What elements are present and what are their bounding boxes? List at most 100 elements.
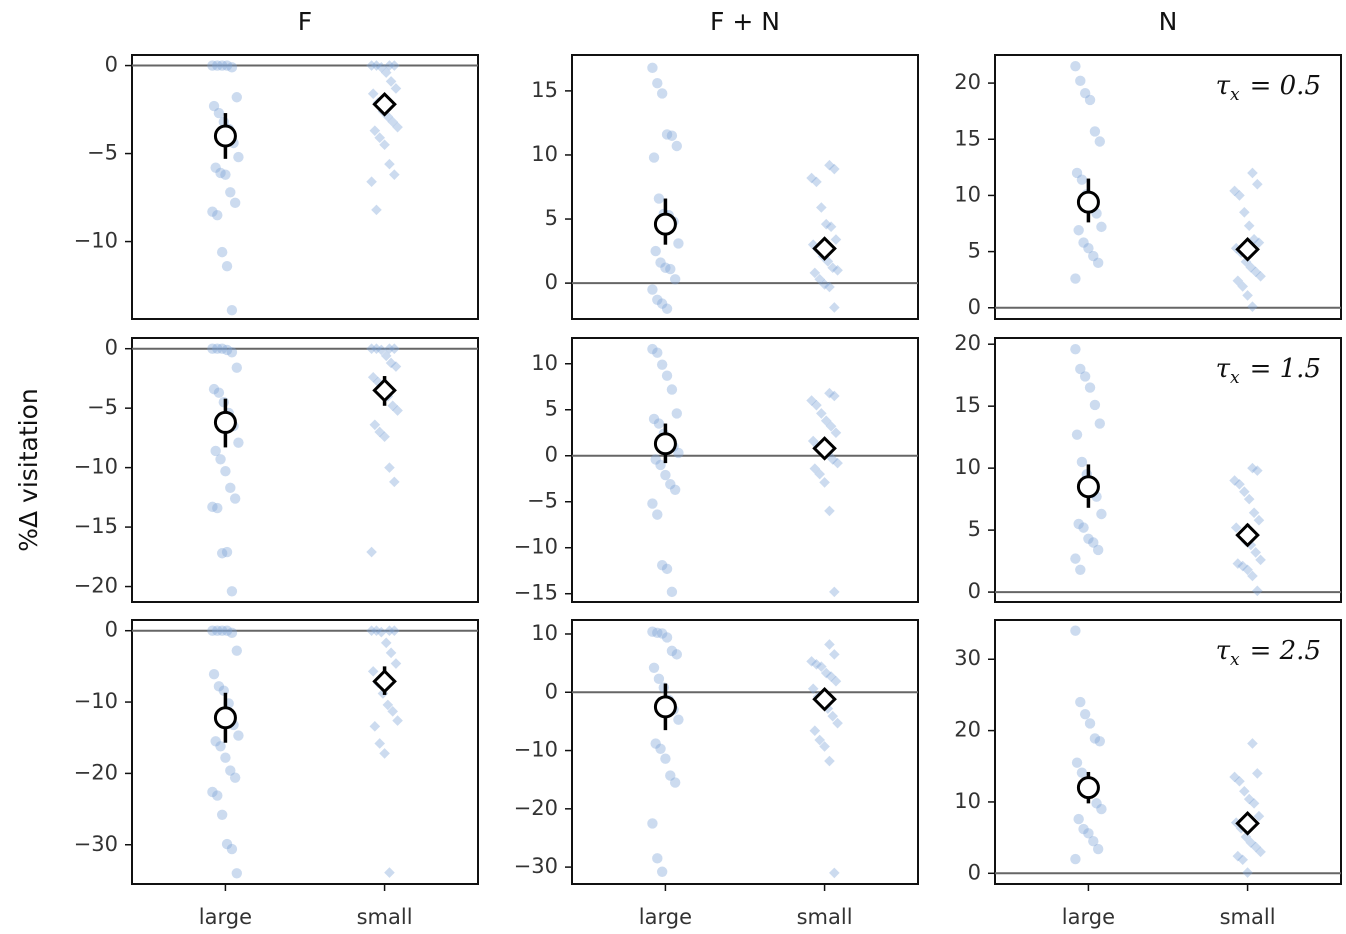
- point: [376, 344, 387, 356]
- point: [216, 60, 228, 71]
- point: [229, 197, 241, 209]
- point: [207, 501, 218, 513]
- point: [1070, 853, 1081, 865]
- point: [208, 669, 220, 680]
- point: [210, 445, 221, 457]
- point: [671, 140, 682, 152]
- point: [829, 302, 840, 313]
- x-tick-label: large: [1062, 905, 1115, 929]
- point: [226, 843, 238, 855]
- column-title: F: [298, 7, 312, 36]
- point: [212, 790, 223, 801]
- point: [1076, 456, 1088, 468]
- y-tick-label: −10: [74, 229, 118, 253]
- point: [226, 305, 238, 316]
- mean-marker: [812, 686, 837, 712]
- point: [1094, 136, 1105, 147]
- point: [665, 770, 676, 781]
- point: [648, 662, 660, 673]
- point: [809, 725, 821, 737]
- point: [216, 343, 228, 354]
- point: [371, 343, 382, 354]
- point: [650, 454, 661, 465]
- y-tick-label: 20: [954, 70, 981, 94]
- point: [233, 151, 244, 163]
- point: [233, 730, 244, 741]
- point: [231, 868, 242, 879]
- y-tick-label: −20: [74, 760, 118, 784]
- point: [207, 343, 218, 354]
- point: [661, 563, 673, 575]
- point: [1078, 823, 1089, 835]
- point: [1076, 767, 1088, 778]
- point: [207, 786, 218, 798]
- x-tick-label: small: [797, 905, 853, 929]
- mean-marker: [1076, 190, 1100, 214]
- point: [1073, 518, 1084, 530]
- point: [216, 548, 228, 559]
- point: [392, 405, 403, 416]
- point: [830, 234, 842, 245]
- point: [1229, 475, 1240, 486]
- point: [647, 343, 658, 355]
- point: [212, 209, 223, 221]
- mean-marker: [1235, 811, 1260, 836]
- point: [389, 476, 400, 488]
- mean-marker: [653, 212, 677, 236]
- point: [229, 493, 241, 504]
- point: [1252, 768, 1263, 779]
- point: [819, 741, 830, 752]
- panel: −30 −20 −10 0 10 large small: [514, 619, 919, 929]
- point: [1096, 508, 1107, 520]
- point: [1089, 733, 1101, 744]
- y-tick-label: −10: [514, 535, 558, 559]
- panel: 0 5 10 15 F + N: [531, 7, 919, 320]
- point: [1075, 363, 1086, 375]
- point: [1070, 625, 1081, 636]
- point: [824, 387, 835, 399]
- point: [1242, 867, 1253, 878]
- mean-marker: [213, 124, 237, 148]
- point: [1234, 190, 1245, 201]
- mean-marker: [213, 706, 237, 730]
- point: [1096, 221, 1107, 233]
- point: [665, 479, 676, 490]
- point: [1255, 554, 1266, 566]
- point: [221, 60, 233, 71]
- point: [384, 343, 395, 354]
- point: [1070, 343, 1081, 355]
- annotation: τx = 2.5: [1216, 636, 1321, 670]
- point: [647, 284, 658, 295]
- y-tick-label: −10: [74, 455, 118, 479]
- y-tick-label: 30: [954, 646, 981, 670]
- point: [819, 279, 830, 290]
- point: [1239, 486, 1250, 497]
- y-tick-label: 5: [545, 397, 558, 421]
- mean-marker: [1235, 237, 1260, 262]
- point: [366, 176, 377, 188]
- y-tick-label: 0: [545, 270, 558, 294]
- point: [221, 261, 233, 272]
- point: [1230, 522, 1242, 533]
- point: [208, 100, 220, 112]
- point: [1083, 243, 1094, 254]
- y-tick-label: 15: [954, 393, 981, 417]
- y-tick-label: 0: [545, 679, 558, 703]
- point: [814, 273, 825, 285]
- point: [1070, 553, 1081, 564]
- point: [379, 139, 390, 151]
- point: [210, 162, 221, 173]
- point: [1247, 738, 1258, 749]
- point: [392, 715, 403, 726]
- point: [380, 67, 392, 78]
- point: [385, 647, 397, 659]
- point: [216, 809, 228, 820]
- point: [231, 362, 242, 373]
- y-tick-label: 10: [954, 455, 981, 479]
- mean-marker: [372, 91, 397, 117]
- point: [225, 765, 236, 776]
- point: [367, 371, 379, 383]
- point: [374, 738, 385, 749]
- point: [226, 62, 238, 73]
